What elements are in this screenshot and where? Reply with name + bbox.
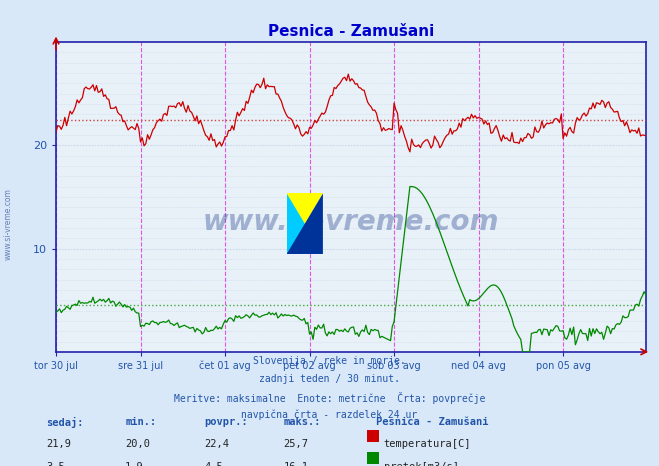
Text: 22,4: 22,4: [204, 439, 229, 449]
Text: 20,0: 20,0: [125, 439, 150, 449]
Text: sedaj:: sedaj:: [46, 417, 84, 428]
Text: zadnji teden / 30 minut.: zadnji teden / 30 minut.: [259, 374, 400, 384]
Text: www.si-vreme.com: www.si-vreme.com: [3, 188, 13, 260]
Text: 16,1: 16,1: [283, 462, 308, 466]
Polygon shape: [287, 193, 323, 254]
Text: temperatura[C]: temperatura[C]: [384, 439, 471, 449]
Text: Slovenija / reke in morje.: Slovenija / reke in morje.: [253, 356, 406, 366]
Text: maks.:: maks.:: [283, 417, 321, 427]
Text: 1,9: 1,9: [125, 462, 144, 466]
Text: Pesnica - Zamušani: Pesnica - Zamušani: [376, 417, 488, 427]
Polygon shape: [287, 193, 323, 254]
Text: pretok[m3/s]: pretok[m3/s]: [384, 462, 459, 466]
Text: 25,7: 25,7: [283, 439, 308, 449]
Text: min.:: min.:: [125, 417, 156, 427]
Polygon shape: [287, 193, 323, 254]
Text: 21,9: 21,9: [46, 439, 71, 449]
Text: 3,5: 3,5: [46, 462, 65, 466]
Title: Pesnica - Zamušani: Pesnica - Zamušani: [268, 24, 434, 40]
Text: povpr.:: povpr.:: [204, 417, 248, 427]
Text: navpična črta - razdelek 24 ur: navpična črta - razdelek 24 ur: [241, 410, 418, 420]
Text: Meritve: maksimalne  Enote: metrične  Črta: povprečje: Meritve: maksimalne Enote: metrične Črta…: [174, 392, 485, 404]
Text: www.si-vreme.com: www.si-vreme.com: [203, 208, 499, 236]
Text: 4,5: 4,5: [204, 462, 223, 466]
